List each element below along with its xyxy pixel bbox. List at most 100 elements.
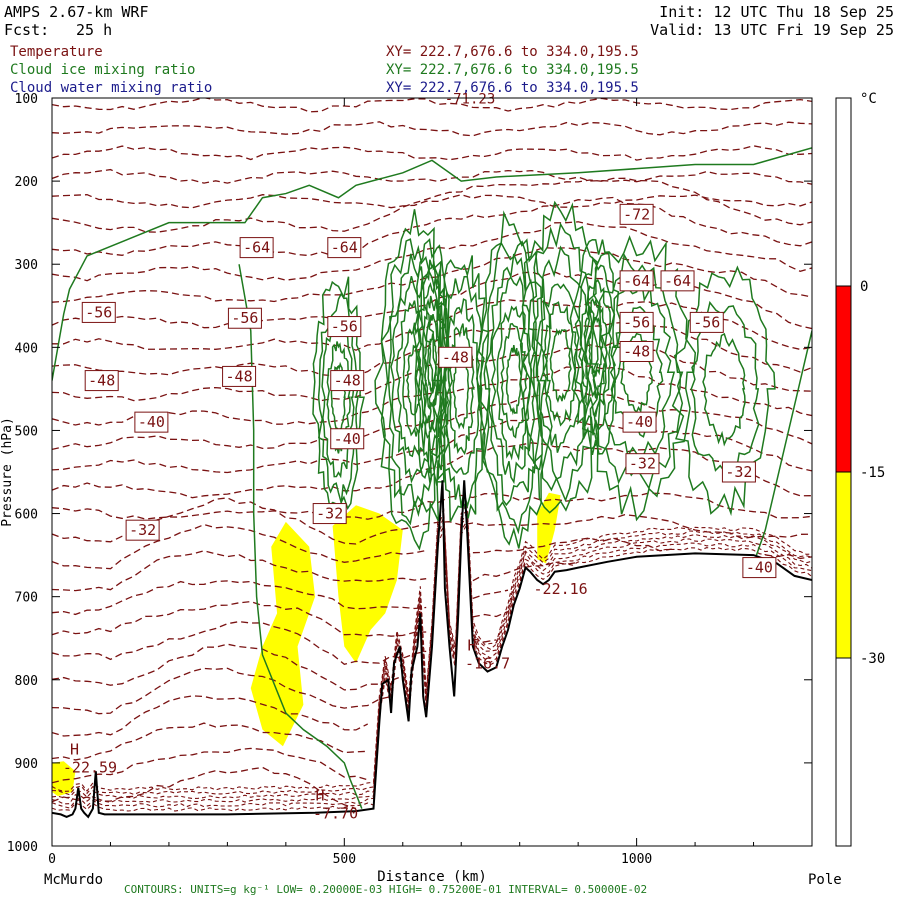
near-surface-isotherm: [52, 516, 812, 805]
temperature-isotherm: [52, 620, 427, 666]
legend-cloud-ice-xy: XY= 222.7,676.6 to 334.0,195.5: [386, 62, 639, 78]
high-marker: H: [70, 741, 79, 759]
cloud-ice-contour-cell-2: [412, 238, 452, 486]
temperature-isotherm: [52, 550, 427, 592]
temperature-contour-layer: [52, 98, 812, 812]
near-surface-isotherm: [52, 519, 812, 809]
temperature-label-box: [125, 519, 160, 541]
cloud-ice-outer-contour: [52, 147, 812, 381]
temperature-isotherm: [52, 766, 357, 810]
temperature-label: -56: [331, 318, 358, 336]
high-marker: H: [316, 786, 325, 804]
temperature-isotherm: [52, 321, 812, 377]
cloud-water-region-0: [52, 761, 76, 797]
temperature-label-box: [227, 307, 262, 329]
cloud-ice-west-edge: [238, 264, 363, 809]
cloud-ice-east-edge: [755, 330, 812, 556]
temperature-label: -72: [623, 205, 650, 223]
cloud-ice-contour-cell-0: [312, 276, 365, 524]
high-value-label: -22.59: [63, 759, 117, 777]
temperature-label-box: [619, 340, 654, 362]
temperature-label-box: [330, 370, 365, 392]
temperature-isotherm: [52, 442, 812, 499]
temperature-label-box: [619, 270, 654, 292]
cloud-ice-contour-cell-4: [496, 305, 533, 461]
cloud-ice-contour-cell-4: [500, 322, 528, 439]
cloud-ice-contour-cell-8: [702, 332, 746, 447]
temperature-isotherm: [52, 580, 427, 616]
temperature-label: -40: [138, 413, 165, 431]
cloud-ice-contour-cell-5: [549, 327, 572, 404]
cloud-ice-contour-cell-4: [484, 253, 543, 507]
x-tick-label: 0: [48, 852, 56, 867]
cloud-ice-contour-cell-4: [490, 275, 537, 485]
high-marker: H: [468, 637, 477, 655]
y-tick-label: 100: [15, 92, 38, 107]
valid-time: Valid: 13 UTC Fri 19 Sep 25: [650, 21, 894, 39]
near-surface-isotherm: [52, 508, 812, 796]
cloud-ice-contour-cell-8: [671, 265, 776, 517]
temperature-isotherm: [472, 589, 509, 600]
temperature-label-box: [312, 503, 347, 525]
cloud-ice-contour-cell-5: [535, 283, 585, 453]
colorbar: °C 0 -15 -30: [835, 91, 885, 847]
temperature-label-box: [742, 557, 777, 579]
init-time: Init: 12 UTC Thu 18 Sep 25: [659, 3, 894, 21]
y-tick-label: 400: [15, 341, 38, 356]
temperature-isotherm: [52, 299, 812, 351]
plot-frame: [51, 97, 813, 847]
near-surface-isotherm: [52, 501, 812, 792]
cloud-ice-contour-cell-4: [505, 344, 522, 416]
temperature-isotherm: [52, 492, 812, 520]
cloud-ice-contour-cell-3: [442, 298, 481, 475]
temperature-isotherm: [52, 196, 812, 257]
temperature-label: -64: [243, 239, 270, 257]
colorbar-unit: °C: [860, 91, 877, 107]
high-value-label: -22.16: [534, 580, 588, 598]
temperature-label-box: [625, 453, 660, 475]
temperature-label-box: [81, 301, 116, 323]
cloud-ice-contour-cell-4: [479, 240, 548, 535]
y-axis-label: Pressure (hPa): [0, 417, 15, 527]
temperature-label: -40: [746, 559, 773, 577]
x-axis-label: Distance (km): [377, 869, 487, 885]
colorbar-segment: [835, 471, 852, 659]
y-tick-label: 800: [15, 674, 38, 689]
temperature-label-box: [134, 411, 169, 433]
temperature-label-box: [619, 203, 654, 225]
legend-cloud-ice-name: Cloud ice mixing ratio: [10, 62, 196, 78]
x-tick-label: 500: [333, 852, 356, 867]
y-tick-label: 600: [15, 508, 38, 523]
temperature-isotherm: [472, 638, 497, 643]
cloud-ice-contour-cell-6: [588, 316, 604, 377]
cloud-ice-contour-cell-6: [578, 278, 613, 418]
y-tick-label: 200: [15, 175, 38, 190]
cloud-ice-contour-cell-7: [600, 277, 676, 464]
cloud-ice-contour-cell-5: [521, 222, 599, 503]
temperature-label: -32: [129, 521, 156, 539]
temperature-label-box: [222, 365, 257, 387]
temperature-isotherm: [52, 667, 392, 715]
temperature-label-box: [327, 237, 362, 259]
left-endpoint-label: McMurdo: [44, 872, 103, 888]
temperature-isotherm: [52, 121, 812, 137]
temperature-isotherm: [52, 194, 812, 209]
temperature-label-box: [689, 311, 724, 333]
x-tick-label: 1000: [621, 852, 652, 867]
cloud-ice-contour-cell-1: [390, 276, 439, 484]
legend-temperature-xy: XY= 222.7,676.6 to 334.0,195.5: [386, 44, 639, 60]
cloud-ice-contour-cell-2: [427, 333, 438, 394]
temperature-label: -56: [693, 313, 720, 331]
temperature-label: -64: [331, 239, 358, 257]
temperature-isotherm: [52, 145, 812, 161]
near-surface-isotherm: [52, 522, 812, 812]
cloud-water-region-1: [250, 521, 316, 747]
colorbar-tick-label: -30: [860, 651, 885, 667]
terrain-profile: [52, 480, 812, 819]
cloud-ice-contour-cell-3: [438, 275, 485, 509]
temperature-label-box: [327, 316, 362, 338]
temperature-label: -40: [626, 413, 653, 431]
legend-cloud-water-name: Cloud water mixing ratio: [10, 80, 213, 96]
temperature-isotherm: [52, 168, 812, 185]
temperature-isotherm: [52, 747, 368, 784]
